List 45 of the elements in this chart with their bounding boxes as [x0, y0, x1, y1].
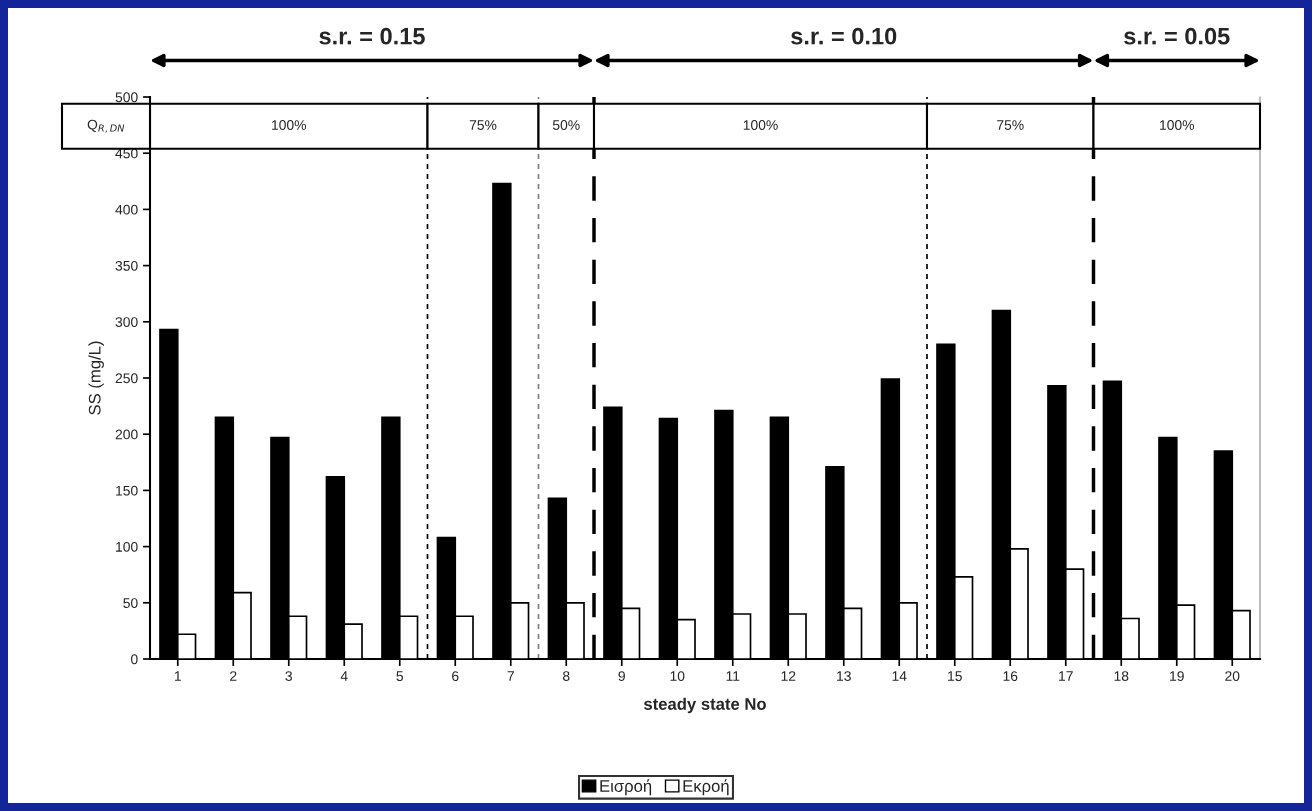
x-tick-label: 2	[230, 671, 237, 681]
y-tick-label: 150	[116, 485, 138, 496]
x-tick-label: 19	[1170, 671, 1184, 682]
annotation: 50%	[552, 120, 580, 130]
text: Q$_{R,DN}$	[87, 119, 125, 133]
x-tick-label: 13	[837, 671, 851, 682]
x-tick-label: 8	[562, 671, 570, 682]
x-tick-label: 3	[285, 671, 292, 682]
y-tick-label: 450	[115, 148, 138, 159]
legend-label: Εισροή	[600, 779, 652, 796]
annotation: 100%	[1160, 120, 1195, 130]
annotation: 100%	[272, 120, 307, 130]
x-tick-label: 5	[396, 671, 404, 682]
x-tick-label: 7	[507, 671, 514, 681]
x-tick-label: 16	[1003, 671, 1018, 682]
x-tick-label: 9	[618, 671, 625, 682]
annotation: 75%	[997, 120, 1024, 130]
y-tick-label: 350	[115, 260, 138, 271]
x-tick-label: 1	[174, 671, 181, 681]
x-tick-label: 12	[781, 671, 796, 681]
x-tick-label: 11	[726, 671, 740, 681]
y-tick-label: 250	[115, 373, 138, 384]
legend-label: Εκροή	[683, 779, 729, 796]
y-tick-label: 500	[115, 92, 138, 103]
text: s.r. = 0.15	[319, 27, 425, 45]
y-axis-title: SS (mg/L)	[88, 341, 104, 415]
y-tick-label: 200	[115, 429, 138, 440]
annotation: 100%	[743, 120, 778, 130]
y-tick-label: 300	[115, 317, 138, 327]
text: s.r. = 0.05	[1124, 27, 1230, 45]
x-tick-label: 17	[1059, 671, 1073, 681]
x-tick-label: 15	[948, 671, 962, 682]
y-tick-label: 400	[115, 204, 138, 215]
x-tick-label: 10	[670, 671, 685, 682]
x-tick-label: 18	[1114, 671, 1129, 682]
x-tick-label: 14	[892, 671, 907, 681]
text: s.r. = 0.10	[791, 27, 897, 45]
y-tick-label: 50	[123, 598, 138, 608]
x-tick-label: 4	[340, 671, 348, 681]
y-tick-label: 100	[116, 541, 138, 552]
x-tick-label: 20	[1225, 671, 1240, 682]
x-tick-label: 6	[452, 671, 459, 682]
annotation: 75%	[469, 120, 497, 130]
y-tick-label: 0	[131, 654, 138, 665]
x-axis-title: steady state No	[643, 697, 766, 714]
